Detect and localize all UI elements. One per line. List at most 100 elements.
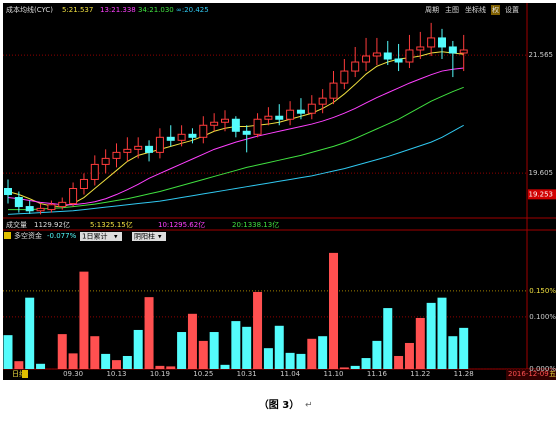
help-icon[interactable] <box>4 232 11 239</box>
bar <box>57 334 67 369</box>
candle-body <box>210 121 219 126</box>
ma-line <box>7 67 464 206</box>
candle-body <box>199 124 208 138</box>
candle-body <box>4 188 12 196</box>
x-tick-label: 11.16 <box>367 370 388 378</box>
toolbar-badge <box>491 5 500 15</box>
x-tick-label: 11.10 <box>323 370 343 378</box>
x-tick-label: 11.28 <box>454 370 474 378</box>
x-tick-label: 10.31 <box>237 370 257 378</box>
x-tick-label: 10.13 <box>106 370 126 378</box>
candle-body <box>383 52 392 60</box>
bar <box>339 367 349 369</box>
toolbar-button[interactable]: 周期 <box>425 6 439 14</box>
period-label: 日线 <box>12 369 26 378</box>
bar <box>155 365 165 369</box>
candle-body <box>372 52 381 57</box>
date: 2016-12-09 <box>508 370 549 378</box>
toolbar-button[interactable]: 设置 <box>505 5 519 14</box>
bar <box>296 353 306 369</box>
candle-body <box>438 37 446 48</box>
bar <box>36 363 46 369</box>
candle-body <box>329 82 338 99</box>
dropdown-label[interactable]: 阴阳柱 <box>134 232 155 241</box>
date-box <box>506 369 556 380</box>
y-tick-label: 0.000% <box>529 365 556 373</box>
caption: （图 3） <box>259 398 299 411</box>
candle-body <box>362 55 371 63</box>
candle-body <box>177 133 186 141</box>
toolbar-button[interactable]: 权 <box>492 5 499 14</box>
bar <box>415 317 425 369</box>
x-tick-label: 10.25 <box>193 370 213 378</box>
candle-body <box>14 197 23 208</box>
bar <box>285 352 295 369</box>
bar <box>274 325 284 369</box>
x-tick-label: 10.19 <box>150 370 170 378</box>
candle-body <box>253 118 262 135</box>
dropdown[interactable] <box>132 232 166 241</box>
volume-value: 1129.92亿 <box>34 220 70 229</box>
candle-body <box>166 136 175 141</box>
candle-body <box>145 145 154 153</box>
bar <box>448 336 458 369</box>
candle-body <box>405 49 414 63</box>
y-tick-label: 19.605 <box>529 169 554 177</box>
candle-body <box>123 148 132 153</box>
candle-body <box>58 201 67 208</box>
bar <box>329 252 338 369</box>
candle-body <box>25 206 34 212</box>
bar <box>166 366 176 369</box>
candle-body <box>47 204 56 211</box>
bar <box>177 332 187 369</box>
paragraph-mark: ↵ <box>305 401 313 411</box>
candle-body <box>112 151 121 159</box>
bar <box>231 321 241 369</box>
candle-body <box>394 58 403 63</box>
bar <box>394 355 404 369</box>
bar <box>198 340 208 369</box>
candle-body <box>188 133 197 138</box>
ma-line <box>7 124 464 215</box>
candle-body <box>155 136 164 153</box>
ma-legend: 34:21.030 <box>138 6 174 14</box>
bar <box>437 297 447 369</box>
dropdown[interactable] <box>80 232 122 241</box>
toolbar-button[interactable]: 坐标线 <box>465 5 486 14</box>
toolbar-button[interactable]: 主图 <box>445 5 459 14</box>
bar <box>307 338 317 369</box>
dropdown-label[interactable]: 1日累计 <box>82 232 107 241</box>
candle-body <box>221 118 229 123</box>
bar <box>220 364 230 369</box>
candle-body <box>36 207 45 212</box>
y-tick-label: 0.100% <box>529 313 556 321</box>
candle-body <box>416 46 425 51</box>
bar <box>122 355 132 369</box>
candle-body <box>275 115 284 120</box>
bar <box>383 308 393 369</box>
candle-body <box>459 49 468 54</box>
ma-legend: ∞:20.425 <box>176 6 209 14</box>
candle-body <box>296 109 305 114</box>
candle-body <box>90 163 99 180</box>
bar <box>133 329 143 369</box>
bar <box>242 326 252 369</box>
bar <box>459 327 469 369</box>
bar <box>25 297 35 369</box>
candle-body <box>231 118 240 132</box>
candle-body <box>307 103 316 114</box>
ma-legend: 13:21.338 <box>100 6 136 14</box>
period-icon[interactable] <box>22 370 28 378</box>
dropdown-arrow: ▾ <box>158 233 162 241</box>
x-tick-label: 11.22 <box>410 370 430 378</box>
bar <box>101 353 111 369</box>
y-tick-label: 21.565 <box>529 51 554 59</box>
bar <box>68 353 78 369</box>
x-tick-label: 09.30 <box>63 370 83 378</box>
weekday: 五 <box>549 370 556 378</box>
candle-body <box>69 188 78 205</box>
candle-body <box>79 178 88 190</box>
candle-body <box>134 145 143 150</box>
candle-body <box>448 46 457 54</box>
